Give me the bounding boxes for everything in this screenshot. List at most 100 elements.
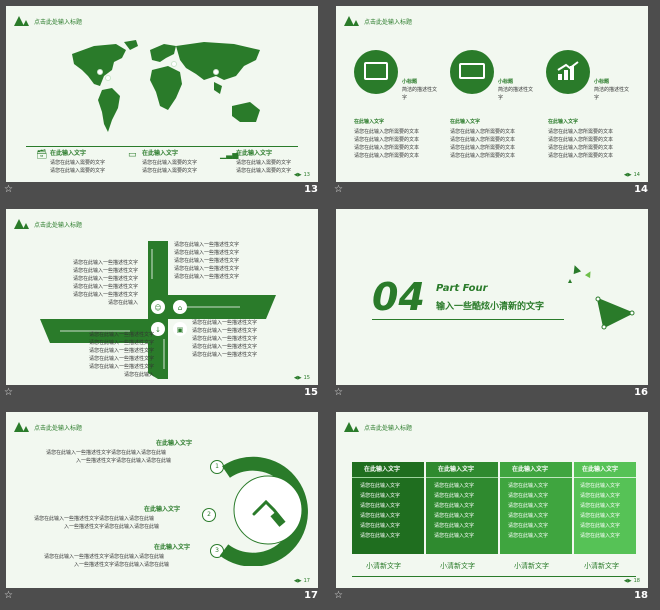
column-line: 请您在此输入文字 [580, 512, 620, 520]
slide-number: 18 [634, 590, 648, 601]
circle-label: 小标题 [402, 78, 417, 86]
column-line: 请您在此输入文字 [508, 522, 548, 530]
desc-line: 请您在此输入 [62, 371, 154, 379]
column-title: 在此输入文字 [582, 466, 618, 474]
circle-label: 小标题 [498, 78, 513, 86]
desc-line: 请您在此输入一些描述性文字 [62, 347, 154, 355]
star-icon[interactable]: ☆ [334, 184, 343, 195]
svg-text:☺: ☺ [154, 304, 161, 312]
growth-chart-icon [556, 60, 580, 82]
slide-footer-number: ◀▶ 17 [294, 578, 310, 584]
text-block-top-left: 请您在此输入一些描述性文字 请您在此输入一些描述性文字 请您在此输入一些描述性文… [46, 259, 138, 307]
column-line: 请您在此输入您所需要的文本 [548, 144, 613, 152]
star-icon[interactable]: ☆ [4, 590, 13, 601]
column-line: 请您在此输入文字 [580, 502, 620, 510]
section-number: 04 [372, 275, 425, 319]
slide-16-canvas[interactable]: 04 Part Four 输入一些酷炫小清新的文字 [336, 209, 648, 385]
slide-title: 点击此处输入标题 [364, 423, 412, 432]
star-icon[interactable]: ☆ [334, 590, 343, 601]
desc-line: 请您在此输入一些描述性文字 [62, 355, 154, 363]
block-line: 请您在此输入一些描述性文字请您在此输入请您在此输 [46, 449, 166, 457]
slide-footer-number: ◀▶ 13 [294, 172, 310, 178]
desc-line: 请您在此输入一些描述性文字 [174, 241, 239, 249]
column-title: 在此输入文字 [354, 118, 384, 126]
slide-14-canvas[interactable]: 点击此处输入标题 小标题 简洁的描述性文字 小标题 简洁的描述性文字 小标题 简… [336, 6, 648, 182]
desc-line: 请您在此输入一些描述性文字 [192, 319, 257, 327]
slide-number: 14 [634, 184, 648, 195]
triangle-small-icon [23, 426, 29, 432]
desc-line: 请您在此输入一些描述性文字 [46, 291, 138, 299]
circle-desc: 简洁的描述性文字 [402, 86, 438, 102]
slide-title: 点击此处输入标题 [34, 423, 82, 432]
column-line: 请您在此输入文字 [508, 482, 548, 490]
column-line: 请您在此输入您所需要的文本 [450, 152, 515, 160]
certificate-icon [459, 63, 485, 79]
book-search-icon [364, 62, 388, 80]
column-line: 请您在此输入文字 [508, 502, 548, 510]
column-line: 请您在此输入您所需要的文本 [354, 144, 419, 152]
monitor-icon: ▭ [128, 150, 137, 160]
circle-desc: 简洁的描述性文字 [594, 86, 630, 102]
slide-13-canvas[interactable]: 点击此处输入标题 🗃 在此输入文字 请您在此输入需要的文字 请您在此输入需要的文… [6, 6, 318, 182]
star-icon[interactable]: ☆ [4, 387, 13, 398]
svg-text:▣: ▣ [177, 326, 184, 334]
block-line: 入一些描述性文字请您在此输入请您在此输 [74, 561, 169, 569]
slide-thumbnail-13[interactable]: 点击此处输入标题 🗃 在此输入文字 请您在此输入需要的文字 请您在此输入需要的文… [0, 0, 322, 203]
slide-thumbnail-17[interactable]: 点击此处输入标题 在此输入文字 请您在此输入一些描述性文字请您在此输入请您在此输… [0, 406, 322, 610]
slide-15-canvas[interactable]: 点击此处输入标题 ☺ ⌂ ↓ ▣ 请您在此输入一些描述性文字 [6, 209, 318, 385]
slide-number: 15 [304, 387, 318, 398]
column-line: 请您在此输入文字 [434, 512, 474, 520]
triangle-small-icon [353, 426, 359, 432]
feature-text: 请您在此输入需要的文字 [50, 159, 105, 167]
slide-thumbnail-16[interactable]: 04 Part Four 输入一些酷炫小清新的文字 ☆ 16 [330, 203, 652, 406]
column-line: 请您在此输入文字 [360, 482, 400, 490]
divider-line [352, 576, 636, 577]
desc-line: 请您在此输入一些描述性文字 [192, 327, 257, 335]
slide-17-canvas[interactable]: 点击此处输入标题 在此输入文字 请您在此输入一些描述性文字请您在此输入请您在此输… [6, 412, 318, 588]
desc-line: 请您在此输入一些描述性文字 [62, 339, 154, 347]
column-line: 请您在此输入您所需要的文本 [354, 136, 419, 144]
green-column: 在此输入文字 请您在此输入文字 请您在此输入文字 请您在此输入文字 请您在此输入… [500, 462, 572, 554]
green-column: 在此输入文字 请您在此输入文字 请您在此输入文字 请您在此输入文字 请您在此输入… [574, 462, 636, 554]
column-title: 在此输入文字 [364, 466, 400, 474]
column-divider [352, 477, 424, 478]
column-divider [426, 477, 498, 478]
column-line: 请您在此输入文字 [508, 492, 548, 500]
column-caption: 小清新文字 [440, 562, 475, 570]
slide-title: 点击此处输入标题 [34, 220, 82, 229]
slide-18-canvas[interactable]: 点击此处输入标题 在此输入文字 请您在此输入文字 请您在此输入文字 请您在此输入… [336, 412, 648, 588]
column-caption: 小清新文字 [366, 562, 401, 570]
column-line: 请您在此输入您所需要的文本 [548, 128, 613, 136]
column-title: 在此输入文字 [438, 466, 474, 474]
star-icon[interactable]: ☆ [334, 387, 343, 398]
desc-line: 请您在此输入一些描述性文字 [46, 275, 138, 283]
green-column: 在此输入文字 请您在此输入文字 请您在此输入文字 请您在此输入文字 请您在此输入… [426, 462, 498, 554]
desc-line: 请您在此输入 [46, 299, 138, 307]
feature-text: 请您在此输入需要的文字 [236, 159, 291, 167]
star-icon[interactable]: ☆ [4, 184, 13, 195]
feature-text: 请您在此输入需要的文字 [142, 159, 197, 167]
slide-thumbnail-15[interactable]: 点击此处输入标题 ☺ ⌂ ↓ ▣ 请您在此输入一些描述性文字 [0, 203, 322, 406]
slide-thumbnail-18[interactable]: 点击此处输入标题 在此输入文字 请您在此输入文字 请您在此输入文字 请您在此输入… [330, 406, 652, 610]
slide-title: 点击此处输入标题 [34, 17, 82, 26]
svg-text:↓: ↓ [155, 326, 161, 334]
id-card-icon: 🗃 [36, 150, 47, 160]
desc-line: 请您在此输入一些描述性文字 [192, 351, 257, 359]
arrows-icon: ◀▶ [624, 172, 632, 178]
desc-line: 请您在此输入一些描述性文字 [174, 249, 239, 257]
column-line: 请您在此输入您所需要的文本 [354, 128, 419, 136]
column-title: 在此输入文字 [450, 118, 480, 126]
feature-title: 在此输入文字 [50, 150, 86, 158]
feature-text: 请您在此输入需要的文字 [236, 167, 291, 175]
arrows-icon: ◀▶ [294, 172, 302, 178]
desc-line: 请您在此输入一些描述性文字 [62, 363, 154, 371]
section-subtitle: 输入一些酷炫小清新的文字 [436, 299, 544, 312]
column-line: 请您在此输入您所需要的文本 [450, 136, 515, 144]
column-divider [574, 477, 636, 478]
triangle-small-icon [23, 20, 29, 26]
block-title: 在此输入文字 [144, 506, 180, 514]
column-divider [500, 477, 572, 478]
text-block-bottom-right: 请您在此输入一些描述性文字 请您在此输入一些描述性文字 请您在此输入一些描述性文… [192, 319, 257, 359]
slide-thumbnail-14[interactable]: 点击此处输入标题 小标题 简洁的描述性文字 小标题 简洁的描述性文字 小标题 简… [330, 0, 652, 203]
desc-line: 请您在此输入一些描述性文字 [46, 259, 138, 267]
